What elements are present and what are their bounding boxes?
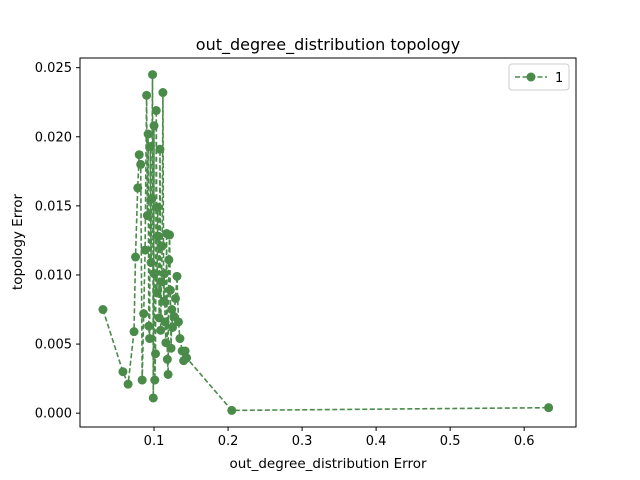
data-point (139, 309, 149, 319)
data-point (166, 343, 176, 353)
x-tick-label: 0.1 (144, 434, 165, 449)
data-point (151, 106, 161, 116)
data-point (148, 393, 158, 403)
y-tick-label: 0.005 (35, 338, 72, 353)
data-point (173, 317, 183, 327)
data-point (159, 296, 169, 306)
data-point (144, 321, 154, 331)
data-point (168, 322, 178, 332)
y-tick-label: 0.025 (35, 61, 72, 76)
data-point (123, 379, 133, 389)
data-point (133, 183, 143, 193)
data-point (157, 241, 167, 251)
data-point (544, 403, 554, 413)
y-tick-label: 0.010 (35, 268, 72, 283)
data-point (98, 305, 108, 315)
x-tick-label: 0.5 (440, 434, 461, 449)
data-point (170, 293, 180, 303)
data-point (160, 317, 170, 327)
chart-title: out_degree_distribution topology (196, 35, 460, 55)
data-point (137, 375, 147, 385)
data-point (142, 90, 152, 100)
data-point (118, 367, 128, 377)
x-axis: 0.1 0.2 0.3 0.4 0.5 0.6 (144, 427, 535, 449)
data-point (172, 271, 182, 281)
data-point (151, 349, 161, 359)
y-tick-label: 0.000 (35, 407, 72, 422)
data-point (142, 211, 152, 221)
data-point (136, 159, 146, 169)
data-point (148, 70, 158, 80)
x-tick-label: 0.2 (218, 434, 239, 449)
data-point (167, 305, 177, 315)
data-point (182, 353, 192, 363)
data-point (150, 375, 160, 385)
data-point (147, 194, 157, 204)
data-point (158, 88, 168, 98)
data-point (163, 369, 173, 379)
data-point (143, 129, 153, 139)
data-point (156, 325, 166, 335)
data-point (145, 141, 155, 151)
x-tick-label: 0.6 (514, 434, 535, 449)
legend: 1 (508, 63, 570, 91)
data-point (146, 258, 156, 268)
plot-frame (79, 57, 577, 428)
x-tick-label: 0.4 (366, 434, 387, 449)
data-point (155, 144, 165, 154)
data-point (140, 245, 150, 255)
data-point (156, 277, 166, 287)
legend-marker-swatch (526, 72, 536, 82)
data-point (227, 405, 237, 415)
data-point (175, 334, 185, 344)
y-tick-label: 0.015 (35, 199, 72, 214)
data-point (159, 269, 169, 279)
data-point (131, 252, 141, 262)
y-tick-label: 0.020 (35, 130, 72, 145)
data-point (149, 269, 159, 279)
data-point (153, 231, 163, 241)
data-point (145, 334, 155, 344)
data-point (129, 327, 139, 337)
x-tick-label: 0.3 (292, 434, 313, 449)
data-point (180, 346, 190, 356)
series-layer (98, 70, 554, 415)
x-axis-label: out_degree_distribution Error (229, 456, 426, 472)
data-point (165, 230, 175, 240)
data-point (134, 150, 144, 160)
data-point (164, 255, 174, 265)
legend-label: 1 (555, 71, 563, 86)
data-point (152, 288, 162, 298)
y-axis: 0.000 0.005 0.010 0.015 0.020 0.025 (35, 61, 80, 422)
data-point (162, 354, 172, 364)
y-axis-label: topology Error (10, 193, 26, 290)
data-point (153, 202, 163, 212)
data-point (165, 285, 175, 295)
data-point (149, 121, 159, 131)
